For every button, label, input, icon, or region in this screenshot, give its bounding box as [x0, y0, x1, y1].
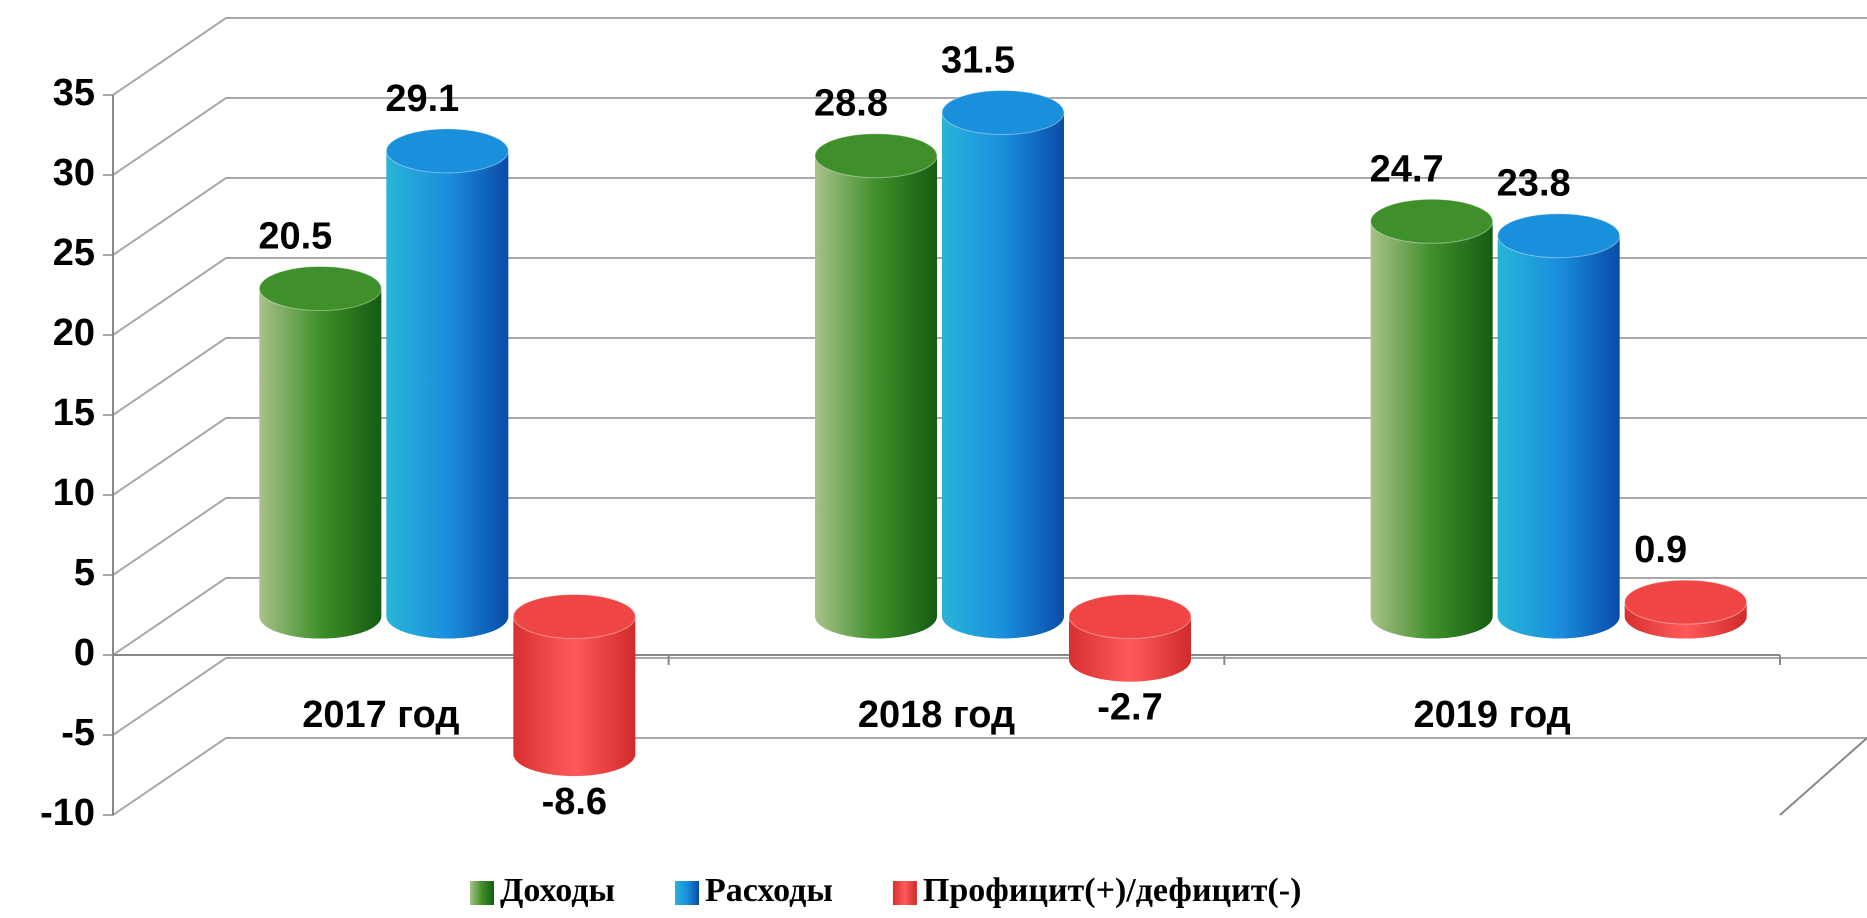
y-tick-label: 20	[53, 312, 95, 354]
bar	[1370, 198, 1494, 639]
x-tick-label: 2019 год	[1414, 694, 1571, 736]
cylinder-top	[941, 90, 1065, 135]
data-label: 0.9	[1634, 529, 1687, 571]
legend-swatch	[892, 881, 917, 905]
legend-label: Расходы	[705, 872, 833, 909]
y-tick-label: 10	[53, 472, 95, 514]
y-tick-label: 25	[53, 232, 95, 274]
legend-swatch	[470, 881, 494, 905]
legend-swatch	[675, 881, 700, 905]
y-tick-label: 5	[74, 552, 95, 594]
legend-label: Профицит(+)/дефицит(-)	[923, 872, 1301, 909]
data-label: 31.5	[941, 40, 1015, 82]
cylinder-body	[1370, 221, 1493, 639]
data-label: -2.7	[1097, 687, 1162, 729]
data-label: 23.8	[1497, 163, 1571, 205]
cylinder-top	[1370, 198, 1494, 244]
y-tick-label: -5	[61, 712, 95, 754]
x-tick-label: 2017 год	[302, 694, 459, 736]
cylinder-top	[1624, 579, 1748, 625]
y-tick-label: 30	[53, 152, 95, 194]
cylinder-top	[1068, 594, 1192, 639]
data-label: -8.6	[542, 781, 607, 823]
back-right	[1779, 737, 1867, 816]
data-label: 20.5	[258, 216, 332, 258]
cylinder-top	[512, 594, 636, 639]
data-label: 29.1	[385, 78, 459, 120]
bar	[1624, 579, 1748, 639]
grid-line	[103, 737, 1867, 816]
cylinder-top	[1497, 213, 1621, 259]
grid-line	[103, 17, 1867, 96]
legend-label: Доходы	[500, 872, 615, 909]
bar	[258, 266, 382, 639]
bar	[1497, 213, 1621, 639]
cylinder-top	[814, 133, 938, 179]
cylinder-body	[942, 112, 1064, 639]
cylinder-body	[815, 155, 937, 639]
y-tick-label: 15	[53, 392, 95, 434]
cylinder-top	[385, 128, 509, 174]
y-tick-label: 35	[53, 72, 95, 114]
bar	[512, 594, 636, 777]
cylinder-top	[258, 266, 382, 311]
cylinder-body	[386, 150, 509, 639]
bar	[941, 90, 1065, 639]
cylinder-body	[259, 288, 382, 639]
bar	[385, 128, 509, 639]
y-tick-label: 0	[74, 632, 95, 674]
data-label: 24.7	[1370, 148, 1444, 190]
y-tick-label: -10	[40, 792, 95, 834]
bar	[814, 133, 938, 639]
cylinder-body	[1497, 235, 1620, 639]
data-label: 28.8	[814, 83, 888, 125]
cylinder-body	[513, 616, 636, 777]
x-tick-label: 2018 год	[858, 694, 1015, 736]
bar	[1068, 594, 1192, 682]
grid-line	[103, 657, 1867, 736]
